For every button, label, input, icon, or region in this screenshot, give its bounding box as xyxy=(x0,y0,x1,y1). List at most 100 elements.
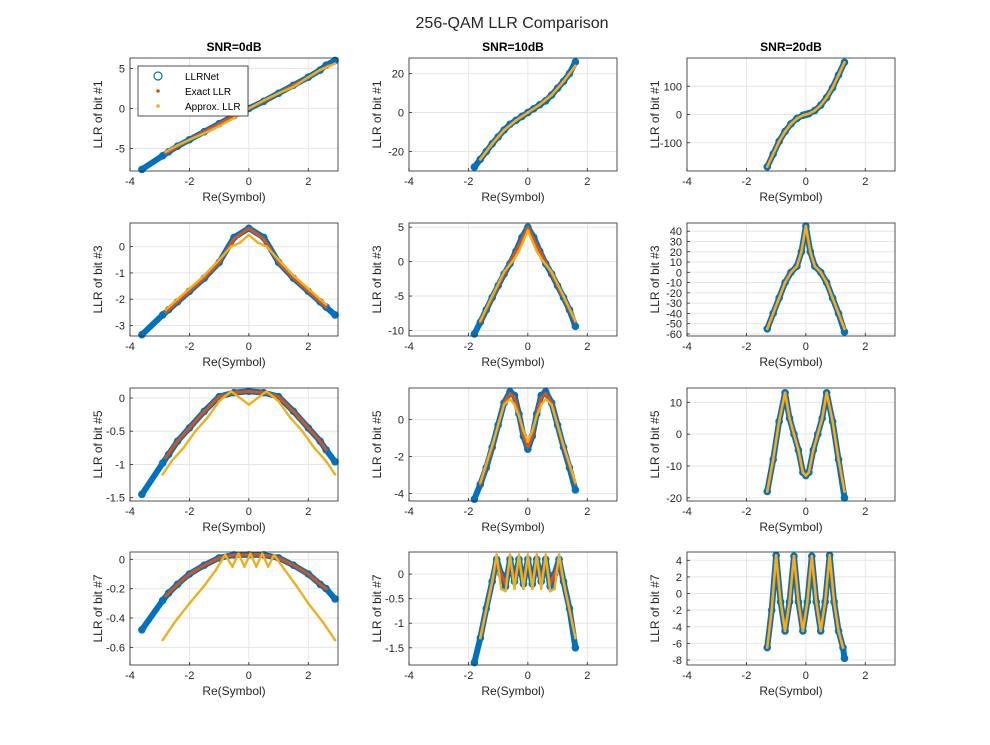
approx-llr-point xyxy=(499,587,503,591)
approx-llr-point xyxy=(825,281,828,284)
x-axis-label: Re(Symbol) xyxy=(481,355,544,369)
subplot-r1c0: -4 -2 0 2 -3 -2 -1 0 Re(Symbol) LLR of bit #3 xyxy=(91,222,339,369)
approx-llr-point xyxy=(544,397,547,401)
exact-llr-point xyxy=(478,482,482,486)
approx-llr-point xyxy=(161,473,164,476)
y-tick-label: -20 xyxy=(388,147,404,159)
approx-llr-point xyxy=(247,403,251,406)
approx-llr-trace xyxy=(766,554,845,649)
approx-llr-point xyxy=(783,130,787,133)
y-tick-label: -4 xyxy=(394,489,404,501)
llrnet-point xyxy=(185,570,194,578)
approx-llr-point xyxy=(797,600,800,604)
approx-llr-point xyxy=(801,629,805,633)
y-tick-label: 10 xyxy=(670,257,682,269)
approx-llr-point xyxy=(535,249,539,253)
y-tick-label: -0.5 xyxy=(385,594,404,606)
approx-llr-point xyxy=(490,294,494,298)
y-axis-label: LLR of bit #3 xyxy=(370,245,384,313)
llrnet-point xyxy=(322,584,330,593)
exact-llr-point xyxy=(324,305,328,309)
y-tick-label: -10 xyxy=(666,278,682,290)
y-tick-label: -2 xyxy=(115,294,125,306)
approx-llr-point xyxy=(837,73,840,77)
approx-llr-point xyxy=(783,281,787,284)
llrnet-point xyxy=(470,495,479,503)
approx-llr-point xyxy=(771,312,775,315)
exact-llr-point xyxy=(277,395,280,399)
approx-llr-point xyxy=(789,122,793,126)
approx-llr-point xyxy=(502,403,506,406)
llrnet-point xyxy=(810,106,819,115)
approx-llr-point xyxy=(504,590,507,593)
llrnet-point xyxy=(518,112,526,121)
exact-llr-point xyxy=(539,395,543,399)
y-axis-label: LLR of bit #1 xyxy=(648,80,662,148)
approx-llr-point xyxy=(526,229,530,232)
approx-llr-point xyxy=(256,396,260,400)
approx-llr-point xyxy=(277,91,280,95)
llrnet-point xyxy=(322,446,330,454)
approx-llr-point xyxy=(173,621,176,624)
x-tick-label: 0 xyxy=(803,670,809,682)
approx-llr-point xyxy=(792,554,796,558)
y-tick-label: -2 xyxy=(394,452,404,464)
exact-llr-point xyxy=(202,563,206,567)
y-tick-label: -30 xyxy=(666,298,682,310)
approx-llr-point xyxy=(301,429,304,433)
llrnet-point xyxy=(304,424,313,432)
llrnet-point xyxy=(158,311,167,319)
approx-llr-point xyxy=(479,158,482,161)
approx-llr-point xyxy=(517,553,521,556)
approx-llr-point xyxy=(232,116,236,120)
approx-llr-point xyxy=(783,391,787,395)
x-tick-label: -2 xyxy=(464,506,474,518)
exact-llr-point xyxy=(164,310,168,314)
y-tick-label: 0 xyxy=(398,414,404,426)
subplot-title: SNR=20dB xyxy=(760,40,822,54)
exact-llr-point xyxy=(538,249,542,253)
approx-llr-point xyxy=(513,403,516,406)
approx-llr-point xyxy=(283,568,286,571)
y-tick-label: -8 xyxy=(672,655,682,667)
plot-area xyxy=(687,223,895,336)
approx-llr-point xyxy=(277,399,280,403)
exact-llr-point xyxy=(232,553,236,557)
approx-llr-point xyxy=(771,152,775,156)
x-tick-label: -4 xyxy=(125,506,135,518)
llrnet-point xyxy=(816,101,825,109)
approx-llr-point xyxy=(574,319,577,323)
subplot-r1c2: -4 -2 0 2-60-50-40-30-20-10010203040Re(Symb… xyxy=(648,222,896,369)
subplot-r0c2: -4 -2 0 2 -100 0 100 Re(Symbol) LLR of bit #1 SNR… xyxy=(648,40,896,204)
exact-llr-point xyxy=(513,395,516,399)
approx-llr-point xyxy=(789,271,793,274)
approx-llr-point xyxy=(814,600,818,604)
plot-area xyxy=(130,552,338,665)
approx-llr-point xyxy=(550,403,553,406)
approx-llr-point xyxy=(820,416,824,420)
x-tick-label: -4 xyxy=(125,341,135,353)
approx-llr-point xyxy=(819,103,823,107)
y-tick-label: 5 xyxy=(398,222,404,234)
approx-llr-point xyxy=(262,99,266,102)
subplot-title: SNR=0dB xyxy=(206,40,261,54)
x-tick-label: 2 xyxy=(305,176,311,188)
x-tick-label: -4 xyxy=(682,670,692,682)
approx-llr-point xyxy=(289,416,292,420)
approx-llr-point xyxy=(804,113,808,116)
llrnet-point xyxy=(476,155,485,164)
axes-box xyxy=(408,387,618,502)
llrnet-point xyxy=(245,224,253,233)
approx-llr-point xyxy=(479,636,482,640)
approx-llr-point xyxy=(539,403,543,406)
llrnet-point xyxy=(289,407,298,416)
approx-llr-point xyxy=(770,608,773,612)
llrnet-point xyxy=(470,658,479,667)
exact-llr-point xyxy=(306,426,310,430)
approx-llr-point xyxy=(574,64,577,68)
x-tick-label: 2 xyxy=(862,670,868,682)
y-tick-label: 2 xyxy=(676,572,682,584)
approx-llr-point xyxy=(217,124,221,128)
x-tick-label: 0 xyxy=(246,341,252,353)
